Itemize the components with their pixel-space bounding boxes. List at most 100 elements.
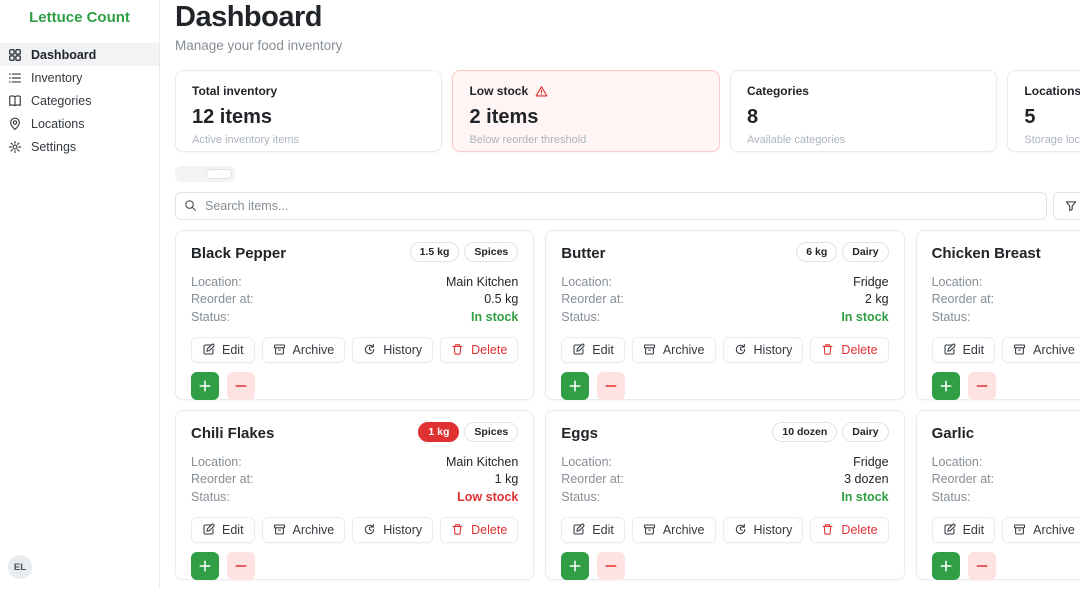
filter-button-category[interactable]: Category (1052, 192, 1080, 220)
plus-icon (569, 560, 581, 571)
stat-card-total-inventory: Total inventory 12 items Active inventor… (175, 70, 443, 152)
page-title: Dashboard (175, 1, 322, 33)
filter-buttons: Category Location (1052, 192, 1080, 220)
archive-button[interactable]: Archive (631, 336, 716, 363)
book-icon (9, 94, 21, 106)
archive-button[interactable]: Archive (261, 516, 346, 543)
stat-value: 5 (1024, 106, 1036, 128)
delete-button[interactable]: Delete (440, 516, 519, 543)
item-name: Garlic (931, 425, 975, 442)
location-label: Location: (191, 454, 242, 469)
sidebar-item-locations[interactable]: Locations (0, 112, 159, 135)
decrease-quantity-button[interactable] (227, 551, 255, 580)
warning-icon (535, 85, 548, 96)
quantity-badge: 1 kg (418, 422, 460, 442)
category-badge: Spices (464, 242, 519, 262)
location-label: Location: (931, 274, 983, 289)
status-label: Status: (561, 489, 601, 504)
archive-button[interactable]: Archive (631, 516, 716, 543)
decrease-quantity-button[interactable] (597, 551, 626, 580)
sidebar-item-label: Locations (31, 116, 85, 131)
sidebar-item-label: Inventory (31, 70, 83, 85)
main-content: Dashboard Manage your food inventory Add… (160, 0, 1080, 589)
reorder-value: 1 kg (494, 472, 519, 487)
trash-icon (822, 344, 833, 355)
increase-quantity-button[interactable] (191, 371, 219, 400)
item-card-black-pepper: Black Pepper 1.5 kg Spices Location: Mai… (175, 230, 535, 400)
location-label: Location: (561, 274, 613, 289)
quantity-badge: 6 kg (796, 242, 838, 262)
delete-button[interactable]: Delete (810, 336, 889, 363)
location-value: Main Kitchen (446, 274, 519, 289)
delete-button[interactable]: Delete (810, 516, 889, 543)
quantity-badge: 10 dozen (772, 422, 838, 442)
stat-subtext: Storage locations (1024, 134, 1080, 146)
increase-quantity-button[interactable] (561, 551, 590, 580)
increase-quantity-button[interactable] (561, 371, 590, 400)
edit-button[interactable]: Edit (191, 336, 255, 363)
plus-icon (199, 560, 211, 571)
history-button[interactable]: History (722, 516, 804, 543)
decrease-quantity-button[interactable] (967, 551, 996, 580)
sidebar-item-label: Settings (31, 139, 77, 154)
history-icon (364, 343, 375, 355)
history-button[interactable]: History (722, 336, 804, 363)
location-label: Location: (931, 454, 983, 469)
page-subtitle: Manage your food inventory (175, 38, 343, 53)
stat-label: Total inventory (192, 84, 278, 98)
search-input[interactable] (175, 192, 1047, 220)
edit-button[interactable]: Edit (561, 336, 625, 363)
edit-button[interactable]: Edit (191, 516, 255, 543)
sidebar-item-label: Categories (31, 93, 92, 108)
stat-label: Categories (746, 84, 809, 98)
status-value: Low stock (457, 489, 519, 504)
stat-subtext: Active inventory items (192, 134, 299, 146)
status-value: In stock (841, 489, 889, 504)
edit-button[interactable]: Edit (931, 336, 996, 363)
archive-button[interactable]: Archive (1002, 336, 1080, 363)
sidebar-item-categories[interactable]: Categories (0, 89, 159, 112)
archive-button[interactable]: Archive (1002, 516, 1080, 543)
decrease-quantity-button[interactable] (967, 371, 996, 400)
decrease-quantity-button[interactable] (597, 371, 626, 400)
archive-button[interactable]: Archive (261, 336, 346, 363)
increase-quantity-button[interactable] (931, 371, 960, 400)
reorder-label: Reorder at: (931, 292, 995, 307)
pin-icon (10, 117, 20, 130)
edit-button[interactable]: Edit (561, 516, 625, 543)
tab-all-items-12[interactable] (206, 169, 232, 179)
minus-icon (976, 384, 988, 387)
stats-row: Total inventory 12 items Active inventor… (175, 70, 1080, 152)
location-label: Location: (191, 274, 242, 289)
item-name: Chili Flakes (191, 425, 275, 442)
grid-icon (9, 48, 21, 61)
user-avatar[interactable]: EL (8, 555, 32, 579)
sidebar-item-settings[interactable]: Settings (0, 135, 159, 158)
status-label: Status: (191, 489, 230, 504)
tab-low-stock-2[interactable] (178, 169, 204, 179)
archive-icon (1014, 524, 1026, 535)
item-card-chili-flakes: Chili Flakes 1 kg Spices Location: Main … (175, 410, 535, 580)
gear-icon (8, 140, 22, 153)
increase-quantity-button[interactable] (191, 551, 219, 580)
edit-button[interactable]: Edit (931, 516, 996, 543)
page-header: Dashboard Manage your food inventory Add… (175, 0, 1080, 53)
item-card-eggs: Eggs 10 dozen Dairy Location: Fridge Reo… (545, 410, 905, 580)
history-button[interactable]: History (352, 516, 434, 543)
app-brand: Lettuce Count (29, 9, 130, 26)
edit-icon (203, 523, 215, 535)
archive-icon (273, 344, 285, 355)
reorder-value: 0.5 kg (484, 292, 519, 307)
history-icon (735, 343, 745, 355)
reorder-label: Reorder at: (191, 472, 254, 487)
delete-button[interactable]: Delete (440, 336, 519, 363)
decrease-quantity-button[interactable] (227, 371, 255, 400)
quantity-badge: 1.5 kg (409, 242, 460, 262)
history-button[interactable]: History (352, 336, 434, 363)
trash-icon (822, 524, 833, 535)
tab-group (175, 166, 235, 182)
sidebar-item-inventory[interactable]: Inventory (0, 66, 159, 89)
sidebar-item-dashboard[interactable]: Dashboard (0, 43, 159, 66)
increase-quantity-button[interactable] (931, 551, 960, 580)
